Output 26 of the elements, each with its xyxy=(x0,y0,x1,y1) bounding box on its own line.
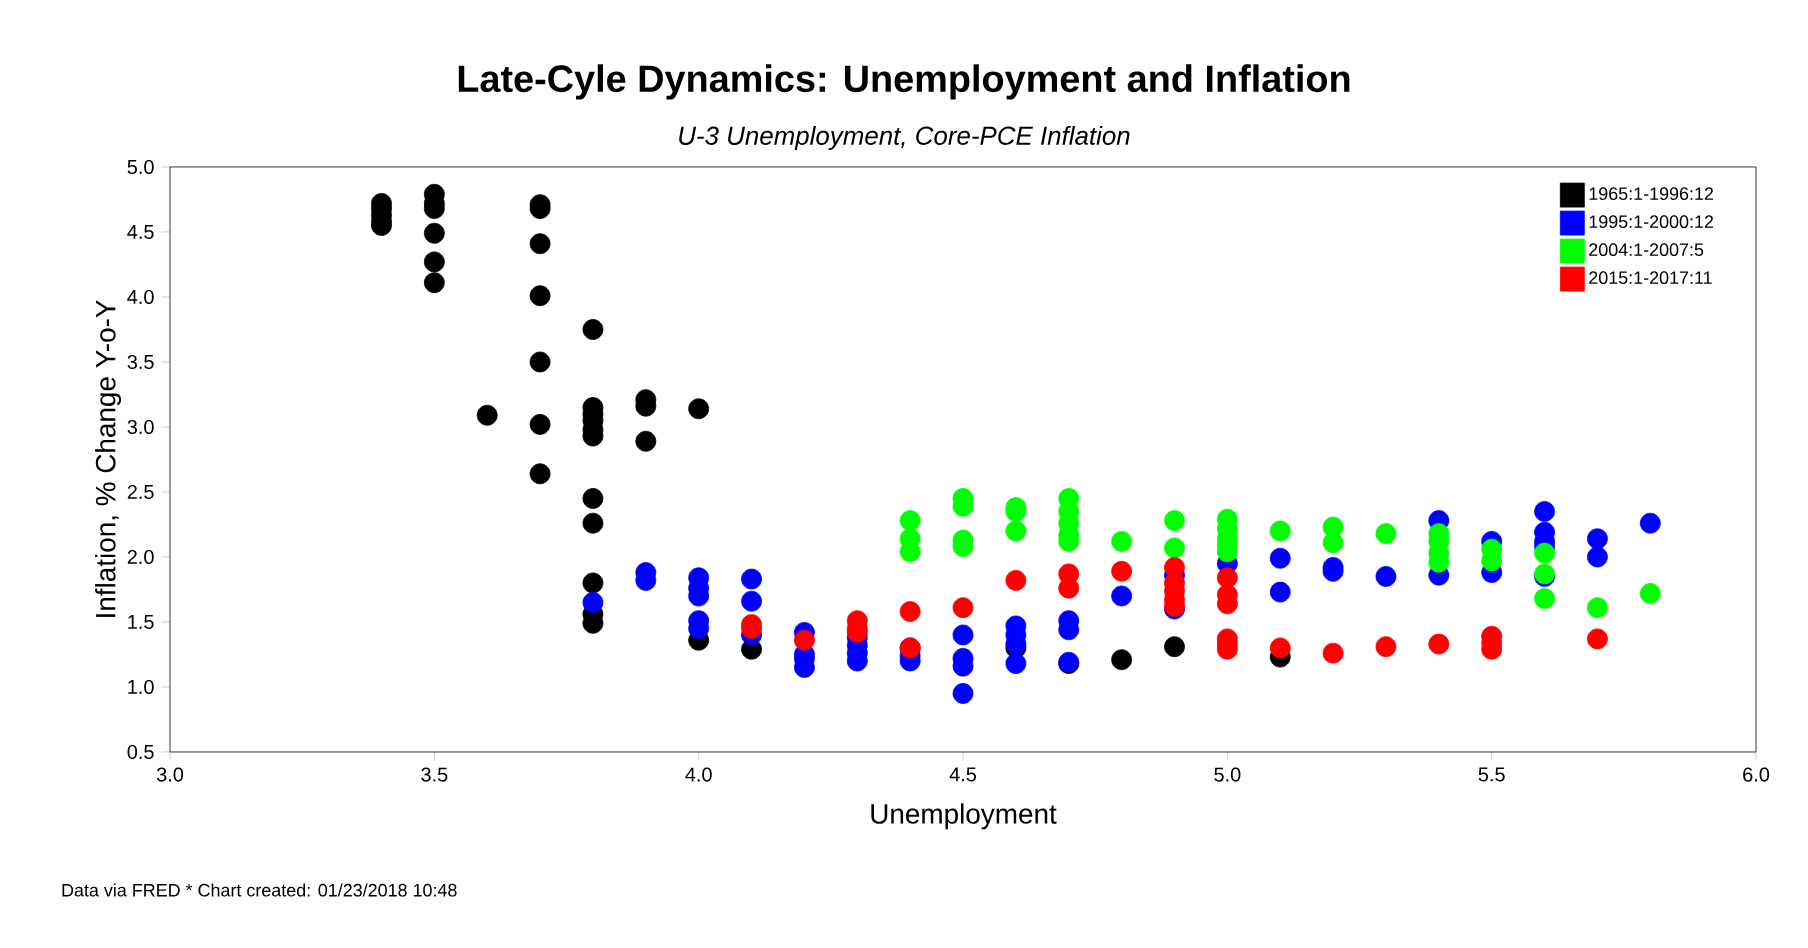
x-tick-label: 4.5 xyxy=(949,767,977,782)
legend-label: 1995:1-2000:12 xyxy=(1589,215,1714,229)
y-tick-label: 1.5 xyxy=(128,615,154,629)
y-tick-label: 2.0 xyxy=(127,549,154,565)
x-tick-label: 3.0 xyxy=(156,767,184,782)
x-tick-label: 3.5 xyxy=(421,767,448,782)
x-axis-title: Unemployment xyxy=(871,803,1057,830)
chart-title: Late-Cyle Dynamics: Unemployment and Inflation xyxy=(458,64,1350,100)
y-tick-label: 3.5 xyxy=(127,354,154,370)
x-tick-label: 5.5 xyxy=(1478,767,1505,782)
y-axis-title: Inflation, % Change Y-o-Y xyxy=(95,300,122,617)
y-tick-label: 1.0 xyxy=(128,679,154,695)
y-tick-label: 4.0 xyxy=(127,289,154,305)
legend-label: 2004:1-2007:5 xyxy=(1589,243,1704,257)
x-tick-label: 4.0 xyxy=(685,767,712,782)
y-tick-label: 4.5 xyxy=(127,225,154,239)
y-tick-label: 3.0 xyxy=(127,419,154,435)
x-tick-label: 5.0 xyxy=(1214,767,1241,782)
y-tick-label: 0.5 xyxy=(127,744,154,760)
y-tick-label: 2.5 xyxy=(127,484,154,500)
y-tick-label: 5.0 xyxy=(127,159,154,175)
chart-subtitle: U-3 Unemployment, Core-PCE Inflation xyxy=(679,125,1130,151)
x-tick-label: 6.0 xyxy=(1743,767,1770,782)
text: Data via FRED * Chart created: 01/23/2018 10:48 xyxy=(62,883,457,897)
legend-label: 1965:1-1996:12 xyxy=(1589,187,1714,201)
legend-label: 2015:1-2017:11 xyxy=(1589,271,1712,285)
